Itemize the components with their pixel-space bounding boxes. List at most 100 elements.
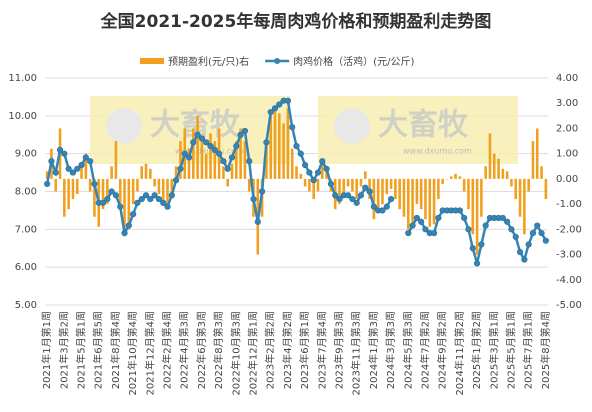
point bbox=[56, 146, 64, 153]
point bbox=[430, 230, 438, 237]
point bbox=[529, 230, 537, 237]
bar bbox=[131, 178, 135, 205]
bar bbox=[239, 128, 242, 179]
bar bbox=[230, 163, 234, 179]
bar bbox=[235, 141, 238, 179]
bar bbox=[342, 178, 346, 195]
point bbox=[112, 192, 120, 199]
x-tick-label: 2024年1月第3周 bbox=[367, 311, 380, 389]
bar bbox=[316, 178, 320, 192]
point bbox=[233, 143, 240, 150]
bar bbox=[492, 153, 496, 179]
y2-tick-label: 2.00 bbox=[556, 123, 578, 134]
bar bbox=[338, 178, 341, 205]
bar bbox=[480, 178, 483, 217]
bar bbox=[544, 178, 548, 200]
y2-tick-label: 1.00 bbox=[556, 149, 578, 160]
y-tick-label: 9.00 bbox=[15, 149, 37, 160]
x-tick-label: 2021年1月第1周 bbox=[40, 311, 53, 389]
point bbox=[538, 230, 545, 237]
x-tick-label: 2022年4月第3周 bbox=[178, 311, 191, 389]
x-tick-label: 2025年3月第1周 bbox=[487, 311, 500, 389]
x-tick-label: 2025年1月第2周 bbox=[470, 311, 483, 389]
point bbox=[216, 150, 223, 157]
point bbox=[534, 222, 541, 229]
x-tick-label: 2024年7月第2周 bbox=[418, 311, 431, 389]
bar bbox=[290, 148, 294, 179]
point bbox=[82, 154, 89, 161]
point bbox=[99, 199, 107, 206]
bar bbox=[80, 166, 83, 179]
bar bbox=[467, 178, 470, 210]
bar bbox=[286, 108, 290, 179]
legend-item: 肉鸡价格（活鸡）(元/公斤) bbox=[265, 55, 414, 68]
point bbox=[91, 180, 98, 188]
bar bbox=[153, 178, 156, 187]
point bbox=[461, 214, 468, 222]
bar bbox=[200, 141, 204, 179]
point bbox=[508, 226, 515, 233]
point bbox=[418, 218, 425, 225]
point bbox=[405, 230, 412, 237]
bar bbox=[428, 178, 432, 227]
y2-tick-label: 3.00 bbox=[556, 98, 578, 109]
bar bbox=[243, 141, 247, 179]
point bbox=[194, 131, 201, 138]
x-tick-label: 2024年11月第2周 bbox=[453, 311, 466, 396]
point bbox=[319, 158, 326, 165]
point bbox=[516, 248, 524, 256]
x-tick-label: 2022年10月第3周 bbox=[229, 311, 242, 396]
bar bbox=[127, 178, 131, 230]
bar bbox=[213, 141, 217, 179]
point bbox=[297, 150, 304, 157]
watermark-logo bbox=[106, 108, 142, 144]
point bbox=[224, 165, 231, 172]
point bbox=[173, 177, 180, 184]
point bbox=[289, 124, 296, 131]
point bbox=[121, 230, 128, 237]
bar bbox=[376, 178, 380, 210]
point bbox=[301, 161, 309, 169]
bar bbox=[45, 171, 49, 179]
bar bbox=[437, 178, 440, 200]
point bbox=[250, 195, 257, 203]
point bbox=[435, 214, 442, 222]
point bbox=[160, 199, 167, 206]
bar bbox=[144, 163, 148, 179]
point bbox=[323, 165, 330, 172]
point bbox=[108, 188, 115, 195]
bar bbox=[385, 178, 389, 195]
bar bbox=[106, 178, 109, 205]
point bbox=[327, 180, 334, 188]
point bbox=[422, 226, 429, 233]
point bbox=[164, 203, 171, 210]
bar bbox=[209, 133, 212, 179]
bar bbox=[535, 128, 539, 179]
bar bbox=[510, 178, 513, 187]
point bbox=[478, 241, 485, 248]
point bbox=[310, 177, 317, 184]
point bbox=[168, 192, 175, 199]
bar bbox=[394, 178, 397, 200]
point bbox=[142, 192, 150, 199]
point bbox=[504, 218, 511, 225]
y-tick-label: 7.00 bbox=[15, 224, 37, 235]
point bbox=[203, 139, 210, 146]
point bbox=[542, 237, 549, 244]
x-tick-label: 2025年8月第4周 bbox=[539, 311, 552, 389]
bar bbox=[475, 178, 479, 255]
bar bbox=[359, 178, 363, 187]
bar bbox=[114, 141, 118, 179]
bar bbox=[398, 178, 401, 210]
point bbox=[69, 169, 77, 176]
bar bbox=[118, 178, 122, 205]
point bbox=[284, 97, 292, 104]
y2-tick-label: 0.00 bbox=[556, 174, 578, 185]
point bbox=[344, 192, 352, 199]
point bbox=[181, 150, 188, 157]
point bbox=[211, 146, 218, 153]
legend-swatch bbox=[140, 58, 164, 64]
bar bbox=[458, 176, 462, 179]
bar bbox=[67, 178, 70, 210]
watermark-text: 大畜牧 bbox=[378, 108, 469, 143]
